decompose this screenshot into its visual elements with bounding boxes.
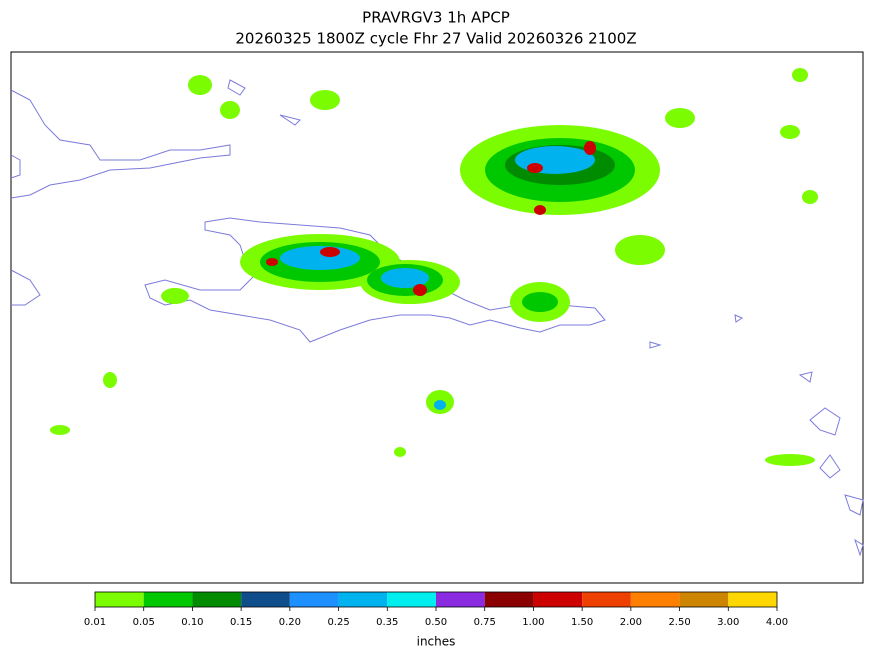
colorbar-segment <box>143 592 193 607</box>
colorbar-tick-label: 2.00 <box>620 617 642 628</box>
map <box>10 51 864 584</box>
subtitle: 20260325 1800Z cycle Fhr 27 Valid 202603… <box>235 30 636 48</box>
colorbar-segment <box>679 592 729 607</box>
coastlines <box>10 79 864 557</box>
colorbar-segment <box>192 592 242 607</box>
colorbar-tick-label: 3.00 <box>717 617 739 628</box>
colorbar-tick-label: 0.20 <box>279 617 301 628</box>
map-frame <box>10 51 864 584</box>
colorbar-tick-label: 4.00 <box>766 617 788 628</box>
colorbar-tick-label: 0.25 <box>327 617 349 628</box>
colorbar-tick-label: 0.15 <box>230 617 252 628</box>
precipitation-field <box>50 68 818 466</box>
colorbar-segment <box>289 592 339 607</box>
colorbar-segment <box>484 592 534 607</box>
colorbar-tick-label: 0.01 <box>84 617 106 628</box>
colorbar-segment <box>728 592 777 607</box>
colorbar-segment <box>533 592 583 607</box>
colorbar-tick-label: 2.50 <box>668 617 690 628</box>
colorbar-tick-label: 0.05 <box>133 617 155 628</box>
title: PRAVRGV3 1h APCP <box>362 9 510 27</box>
colorbar-tick-label: 0.10 <box>181 617 203 628</box>
colorbar: 0.01 0.05 0.10 0.15 0.20 0.25 0.35 0.50 0.75 1.00… <box>84 591 788 628</box>
colorbar-segment <box>582 592 631 607</box>
colorbar-segment <box>387 592 436 607</box>
colorbar-segment <box>436 592 485 607</box>
colorbar-segment <box>241 592 290 607</box>
colorbar-segment <box>338 592 388 607</box>
colorbar-segment <box>630 592 680 607</box>
colorbar-segment <box>95 592 144 607</box>
colorbar-tick-label: 1.50 <box>571 617 593 628</box>
colorbar-label: inches <box>417 635 456 649</box>
colorbar-tick-label: 0.35 <box>376 617 398 628</box>
colorbar-tick-label: 1.00 <box>522 617 544 628</box>
colorbar-tick-label: 0.50 <box>425 617 447 628</box>
colorbar-tick-label: 0.75 <box>474 617 496 628</box>
